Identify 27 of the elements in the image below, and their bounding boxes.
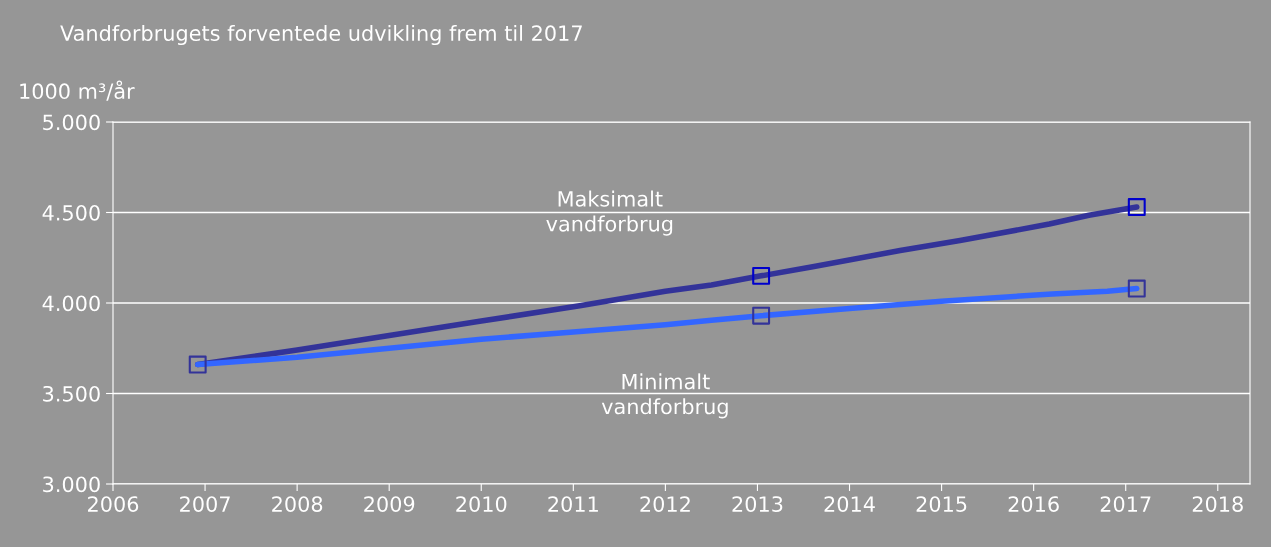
- x-tick-label: 2007: [180, 496, 230, 512]
- y-tick-label: 4.000: [42, 295, 100, 312]
- y-tick-label: 3.500: [43, 385, 100, 402]
- y-tick-label: 5.000: [43, 114, 100, 131]
- y-axis-title: 1000 m³/år: [20, 80, 135, 101]
- point: [1127, 198, 1146, 217]
- x-tick-label: 2014: [824, 496, 875, 512]
- point: [1127, 279, 1146, 298]
- x-tick-label: 2018: [1192, 496, 1243, 512]
- chart-title: Vandforbrugets forventede udvikling frem til 2017: [60, 24, 582, 46]
- y-tick-label: 3.000: [43, 476, 100, 493]
- text: Minimalt vandforbrug: [601, 373, 728, 419]
- point: [752, 306, 771, 325]
- x-tick-label: 2013: [732, 496, 783, 512]
- x-tick-label: 2006: [88, 496, 139, 512]
- x-tick-label: 2011: [548, 496, 598, 512]
- point: [188, 355, 207, 374]
- x-tick-label: 2012: [640, 496, 690, 512]
- point: [752, 266, 771, 285]
- x-tick-label: 2008: [272, 496, 323, 512]
- y-tick-label: 4.500: [42, 204, 100, 221]
- x-tick-label: 2016: [1008, 496, 1059, 512]
- x-tick-label: 2015: [916, 496, 967, 512]
- x-tick-label: 2010: [456, 496, 507, 512]
- x-tick-label: 2009: [364, 496, 415, 512]
- x-tick-label: 2017: [1100, 496, 1151, 512]
- text: Maksimalt vandforbrug: [546, 190, 673, 236]
